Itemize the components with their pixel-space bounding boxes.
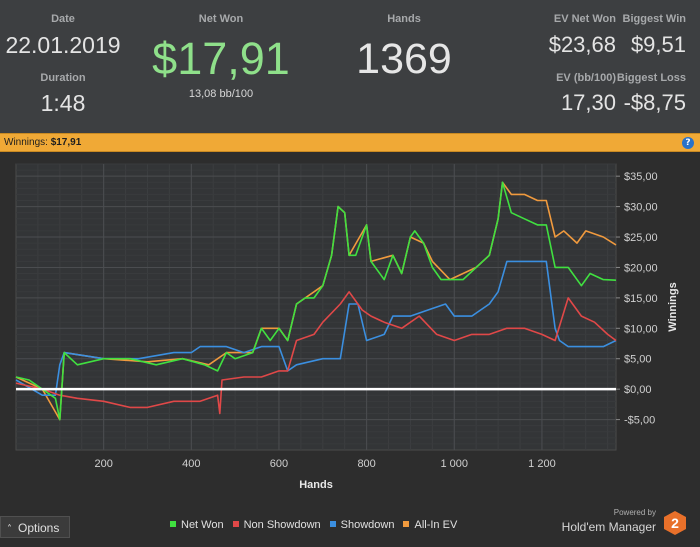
y-tick-label: $30,00 (624, 202, 658, 214)
y-tick-label: $15,00 (624, 293, 658, 305)
winnings-bar-value: $17,91 (50, 137, 82, 148)
y-tick-label: $35,00 (624, 171, 658, 183)
legend-item: Net Won (170, 519, 224, 531)
biggest-loss-value: -$8,75 (623, 90, 686, 115)
y-tick-label: $10,00 (624, 323, 658, 335)
plot-background (15, 163, 617, 451)
x-tick-label: 1 200 (528, 458, 556, 470)
logo-text: 2 (671, 515, 679, 531)
biggest-win-label: Biggest Win (622, 13, 686, 25)
legend-swatch (403, 521, 410, 527)
series-line-net-won (15, 181, 617, 421)
biggest-loss-label: Biggest Loss (616, 72, 686, 84)
holdem-manager-logo: 2 (664, 511, 686, 535)
brand-name: Hold'em Manager (561, 520, 656, 534)
winnings-bar-label: Winnings: (4, 137, 48, 148)
net-won-value: $17,91 (152, 33, 290, 84)
legend-label: Non Showdown (243, 519, 321, 531)
y-tick-label: $5,00 (624, 354, 652, 366)
options-label: Options (18, 521, 60, 535)
brand: Powered by Hold'em Manager 2 (532, 506, 692, 538)
legend-label: Net Won (181, 519, 224, 531)
x-tick-label: 600 (270, 458, 288, 470)
question-icon[interactable]: ? (682, 137, 694, 149)
ev-bb100-value: 17,30 (560, 90, 616, 115)
ev-net-won-value: $23,68 (548, 32, 616, 57)
legend-swatch (170, 521, 176, 527)
x-tick-label: 800 (357, 458, 375, 470)
winnings-bar: Winnings: $17,91 ? (0, 133, 700, 152)
legend-label: Showdown (340, 519, 395, 531)
legend-item: All-In EV (403, 519, 457, 531)
duration-label: Duration (40, 72, 86, 84)
x-tick-label: 200 (94, 458, 112, 470)
winnings-bar-text: Winnings: $17,91 (4, 137, 81, 148)
legend-swatch (232, 521, 239, 527)
hands-label: Hands (387, 13, 421, 25)
biggest-win-value: $9,51 (630, 32, 686, 57)
y-tick-label: $20,00 (624, 262, 658, 274)
winnings-chart-area: 200 400 600 800 1 000 1 200 -$5,00 $0,00 $5,00 $1… (0, 152, 700, 542)
legend-label: All-In EV (414, 519, 458, 531)
legend-swatch (329, 521, 336, 527)
series-line-non-showdown (15, 291, 617, 415)
stats-panel: Date 22.01.2019 Duration 1:48 Net Won $1… (0, 0, 700, 133)
ev-net-won-label: EV Net Won (553, 13, 616, 25)
legend-item: Showdown (329, 519, 395, 531)
date-label: Date (51, 13, 75, 25)
x-tick-label: 1 000 (441, 458, 469, 470)
date-value: 22.01.2019 (5, 32, 121, 58)
y-tick-label: $25,00 (624, 232, 658, 244)
y-tick-label: -$5,00 (624, 415, 655, 427)
hands-value: 1369 (356, 35, 452, 83)
options-button[interactable]: ˄ Options (0, 516, 70, 538)
y-axis-label: Winnings (667, 282, 679, 331)
x-axis-label: Hands (299, 479, 333, 491)
winnings-chart: 200 400 600 800 1 000 1 200 -$5,00 $0,00 $5,00 $1… (15, 163, 679, 491)
legend-item: Non Showdown (232, 519, 321, 531)
net-won-label: Net Won (198, 13, 244, 25)
series-line-showdown (15, 260, 617, 396)
x-tick-label: 400 (182, 458, 200, 470)
duration-value: 1:48 (40, 90, 86, 116)
y-tick-label: $0,00 (624, 384, 652, 396)
ev-bb100-label: EV (bb/100) (556, 72, 616, 84)
chart-legend: Net Won Non Showdown Showdown All-In EV (170, 519, 466, 531)
net-won-bb100: 13,08 bb/100 (188, 88, 254, 100)
chevron-up-icon: ˄ (7, 524, 12, 535)
brand-powered-by: Powered by (613, 508, 656, 517)
